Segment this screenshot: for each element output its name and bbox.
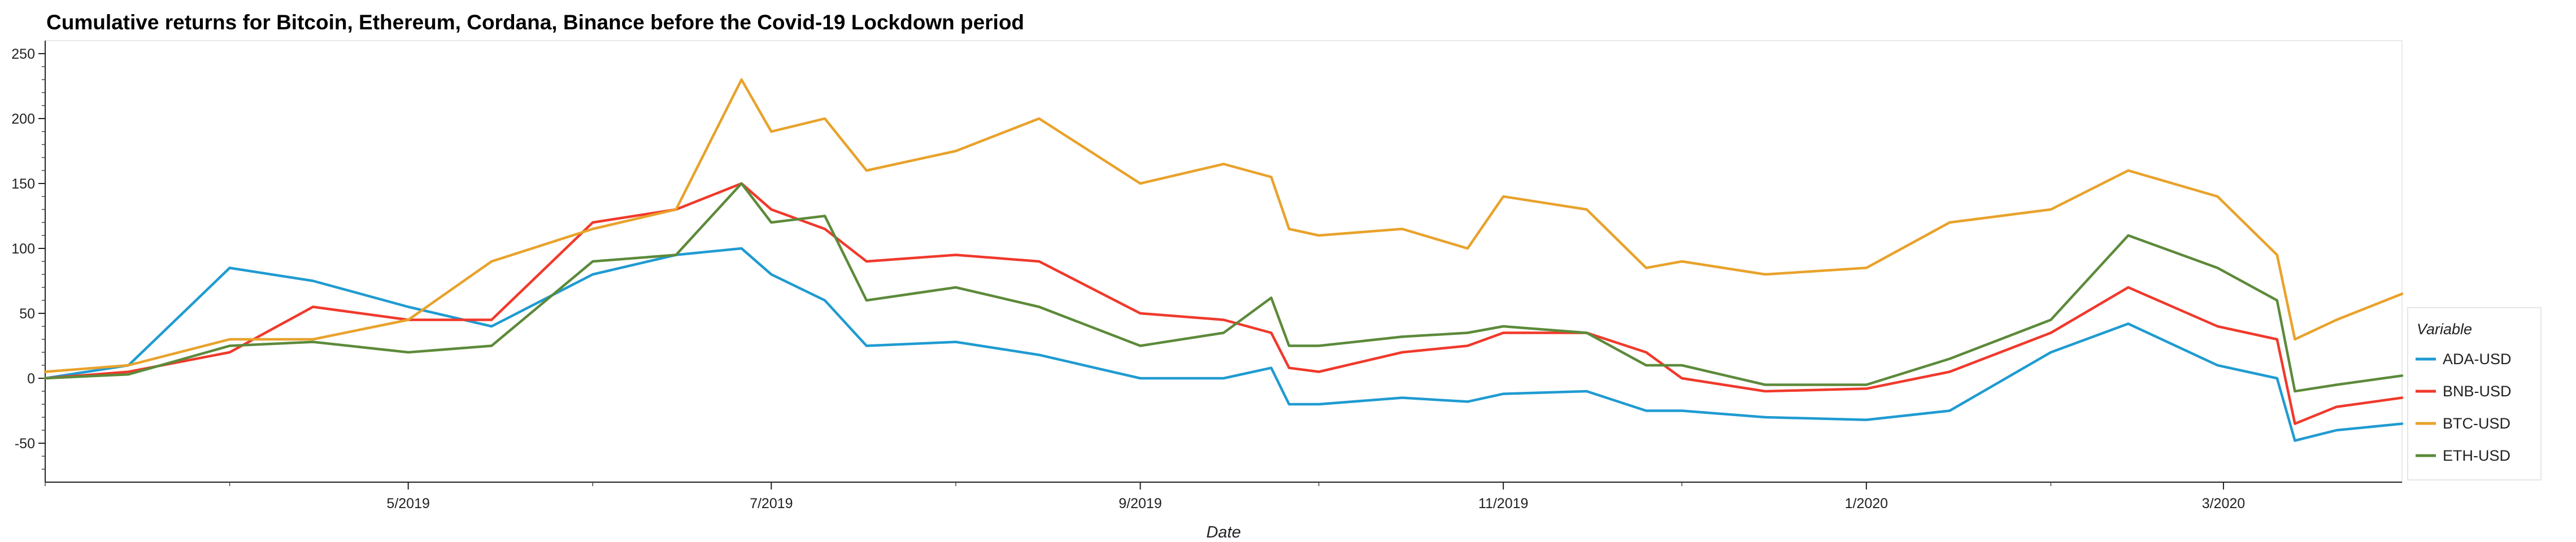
series-line-eth-usd	[43, 182, 2404, 393]
legend-title: Variable	[2417, 321, 2472, 338]
y-tick-label: 0	[27, 371, 35, 387]
x-axis-label: Date	[1206, 523, 1241, 541]
series-layer	[43, 78, 2404, 442]
y-tick-label: 250	[11, 46, 35, 62]
x-axis: 5/2019 7/2019 9/2019 11/2019 1/2020 3/2020	[45, 482, 2402, 512]
chart-title: Cumulative returns for Bitcoin, Ethereum…	[46, 11, 1024, 34]
y-tick-label: 100	[11, 241, 35, 257]
x-tick-label: 3/2020	[2202, 496, 2245, 512]
legend-label: BTC-USD	[2443, 415, 2510, 432]
legend: Variable ADA-USD BNB-USD BTC-USD ETH-USD	[2407, 307, 2542, 480]
y-tick-label: 50	[19, 306, 35, 322]
series-line-bnb-usd	[43, 182, 2404, 425]
y-axis: 250 200 150 100 50 0 -50	[11, 41, 46, 482]
legend-label: BNB-USD	[2443, 383, 2512, 400]
x-tick-label: 7/2019	[750, 496, 793, 512]
y-tick-label: -50	[15, 436, 35, 452]
x-tick-label: 5/2019	[386, 496, 429, 512]
series-line-btc-usd	[43, 78, 2404, 373]
x-tick-label: 1/2020	[1845, 496, 1888, 512]
y-tick-label: 150	[11, 176, 35, 192]
series-line-ada-usd	[43, 247, 2404, 442]
y-tick-label: 200	[11, 111, 35, 127]
x-tick-label: 9/2019	[1119, 496, 1161, 512]
x-tick-label: 11/2019	[1478, 496, 1529, 512]
legend-box	[2407, 307, 2542, 480]
legend-label: ADA-USD	[2443, 351, 2512, 368]
plot-frame	[45, 40, 2403, 483]
legend-label: ETH-USD	[2443, 447, 2510, 464]
